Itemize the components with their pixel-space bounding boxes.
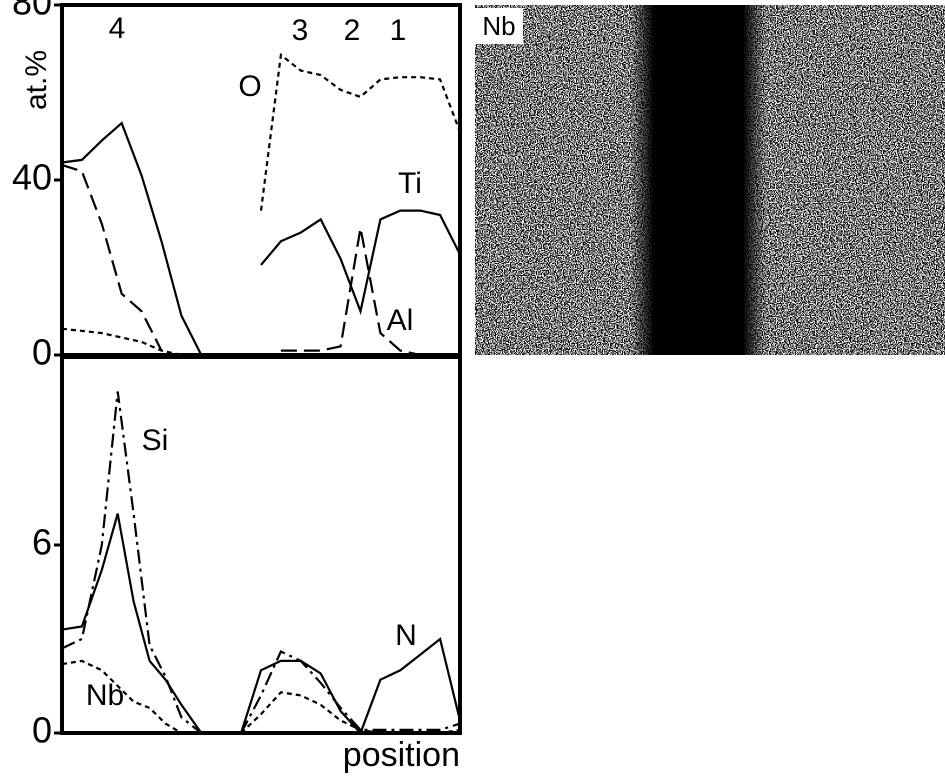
region-label: 4 <box>109 12 126 45</box>
series-label: Al <box>387 304 414 337</box>
y-tick-label: 40 <box>12 157 52 198</box>
region-label: 1 <box>390 14 407 47</box>
map-label-box <box>475 8 523 44</box>
elemental-map: Nb <box>475 5 945 355</box>
series-line <box>61 659 461 735</box>
series-line <box>61 121 461 356</box>
y-tick-label: 0 <box>32 332 52 373</box>
series-label: Ti <box>398 167 422 200</box>
region-label: 2 <box>344 14 361 47</box>
series-label: Nb <box>86 679 124 712</box>
plot-frame <box>60 355 462 735</box>
series-line <box>61 164 460 357</box>
map-speckle <box>475 5 945 355</box>
x-axis-label: position <box>343 736 460 774</box>
map-label: Nb <box>482 11 515 41</box>
y-tick-label: 6 <box>32 522 52 563</box>
series-label: O <box>238 70 261 103</box>
y-tick-label: 80 <box>12 0 52 23</box>
y-tick-label: 0 <box>32 710 52 751</box>
series-line <box>61 513 462 736</box>
y-axis-label: at.% <box>20 50 53 110</box>
series-label: Si <box>142 424 169 457</box>
region-label: 3 <box>292 14 309 47</box>
series-label: N <box>395 619 417 652</box>
